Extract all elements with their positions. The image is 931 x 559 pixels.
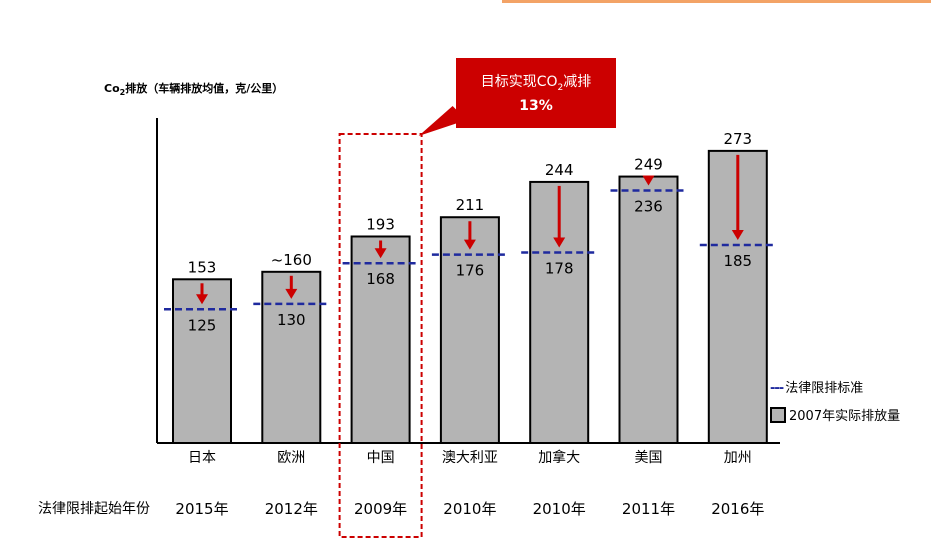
value-label-limit: 168	[366, 270, 395, 288]
value-label-limit: 176	[456, 262, 485, 280]
y-axis-title: Co2排放（车辆排放均值，克/公里）	[104, 82, 284, 98]
value-label-actual: 153	[188, 258, 217, 276]
arrow-head	[731, 230, 744, 241]
start-year-label: 2010年	[443, 500, 496, 518]
value-label-limit: 236	[634, 197, 663, 215]
dashed-line-icon: ---	[770, 381, 784, 396]
arrow-head	[374, 248, 387, 259]
start-year-label: 2015年	[175, 500, 228, 518]
legend-label-limit: 法律限排标准	[785, 381, 864, 396]
value-label-limit: 130	[277, 311, 306, 329]
reduction-callout: 目标实现CO2减排 13%	[456, 58, 616, 128]
legend-item-limit: --- 法律限排标准	[770, 377, 863, 396]
category-label: 加拿大	[538, 449, 580, 466]
value-label-actual: 249	[634, 156, 663, 174]
callout-pointer	[418, 106, 467, 136]
start-year-label: 2010年	[533, 500, 586, 518]
arrow-head	[463, 239, 476, 250]
value-label-actual: 273	[723, 130, 752, 148]
category-label: 欧洲	[277, 450, 305, 466]
value-label-actual: ~160	[271, 251, 312, 269]
bar-actual	[172, 278, 232, 445]
value-label-actual: 211	[456, 196, 485, 214]
bar-actual	[350, 235, 411, 444]
bar-actual	[439, 216, 500, 444]
gray-box-icon	[770, 407, 786, 423]
category-label: 日本	[188, 450, 216, 466]
start-year-label: 2011年	[622, 500, 675, 518]
start-year-label: 2016年	[711, 500, 764, 518]
top-accent-rule	[502, 0, 931, 3]
start-year-label: 2012年	[265, 500, 318, 518]
arrow-head	[642, 175, 655, 186]
value-label-actual: 244	[545, 161, 574, 179]
highlight-box-china	[338, 133, 423, 538]
bar-actual	[261, 270, 322, 444]
start-year-row-label: 法律限排起始年份	[38, 501, 150, 517]
category-label: 美国	[635, 450, 663, 466]
bar-actual	[618, 175, 679, 444]
start-year-label: 2009年	[354, 500, 407, 518]
arrow-head	[285, 288, 298, 299]
category-label: 澳大利亚	[442, 450, 498, 466]
arrow-head	[196, 294, 208, 305]
value-label-limit: 178	[545, 260, 574, 278]
legend-item-actual: 2007年实际排放量	[770, 405, 900, 424]
category-label: 加州	[724, 450, 752, 466]
arrow-head	[553, 237, 566, 248]
legend-label-actual: 2007年实际排放量	[789, 409, 901, 424]
value-label-limit: 125	[188, 316, 217, 334]
value-label-actual: 193	[366, 215, 395, 233]
category-label: 中国	[367, 450, 395, 466]
value-label-limit: 185	[723, 252, 752, 270]
